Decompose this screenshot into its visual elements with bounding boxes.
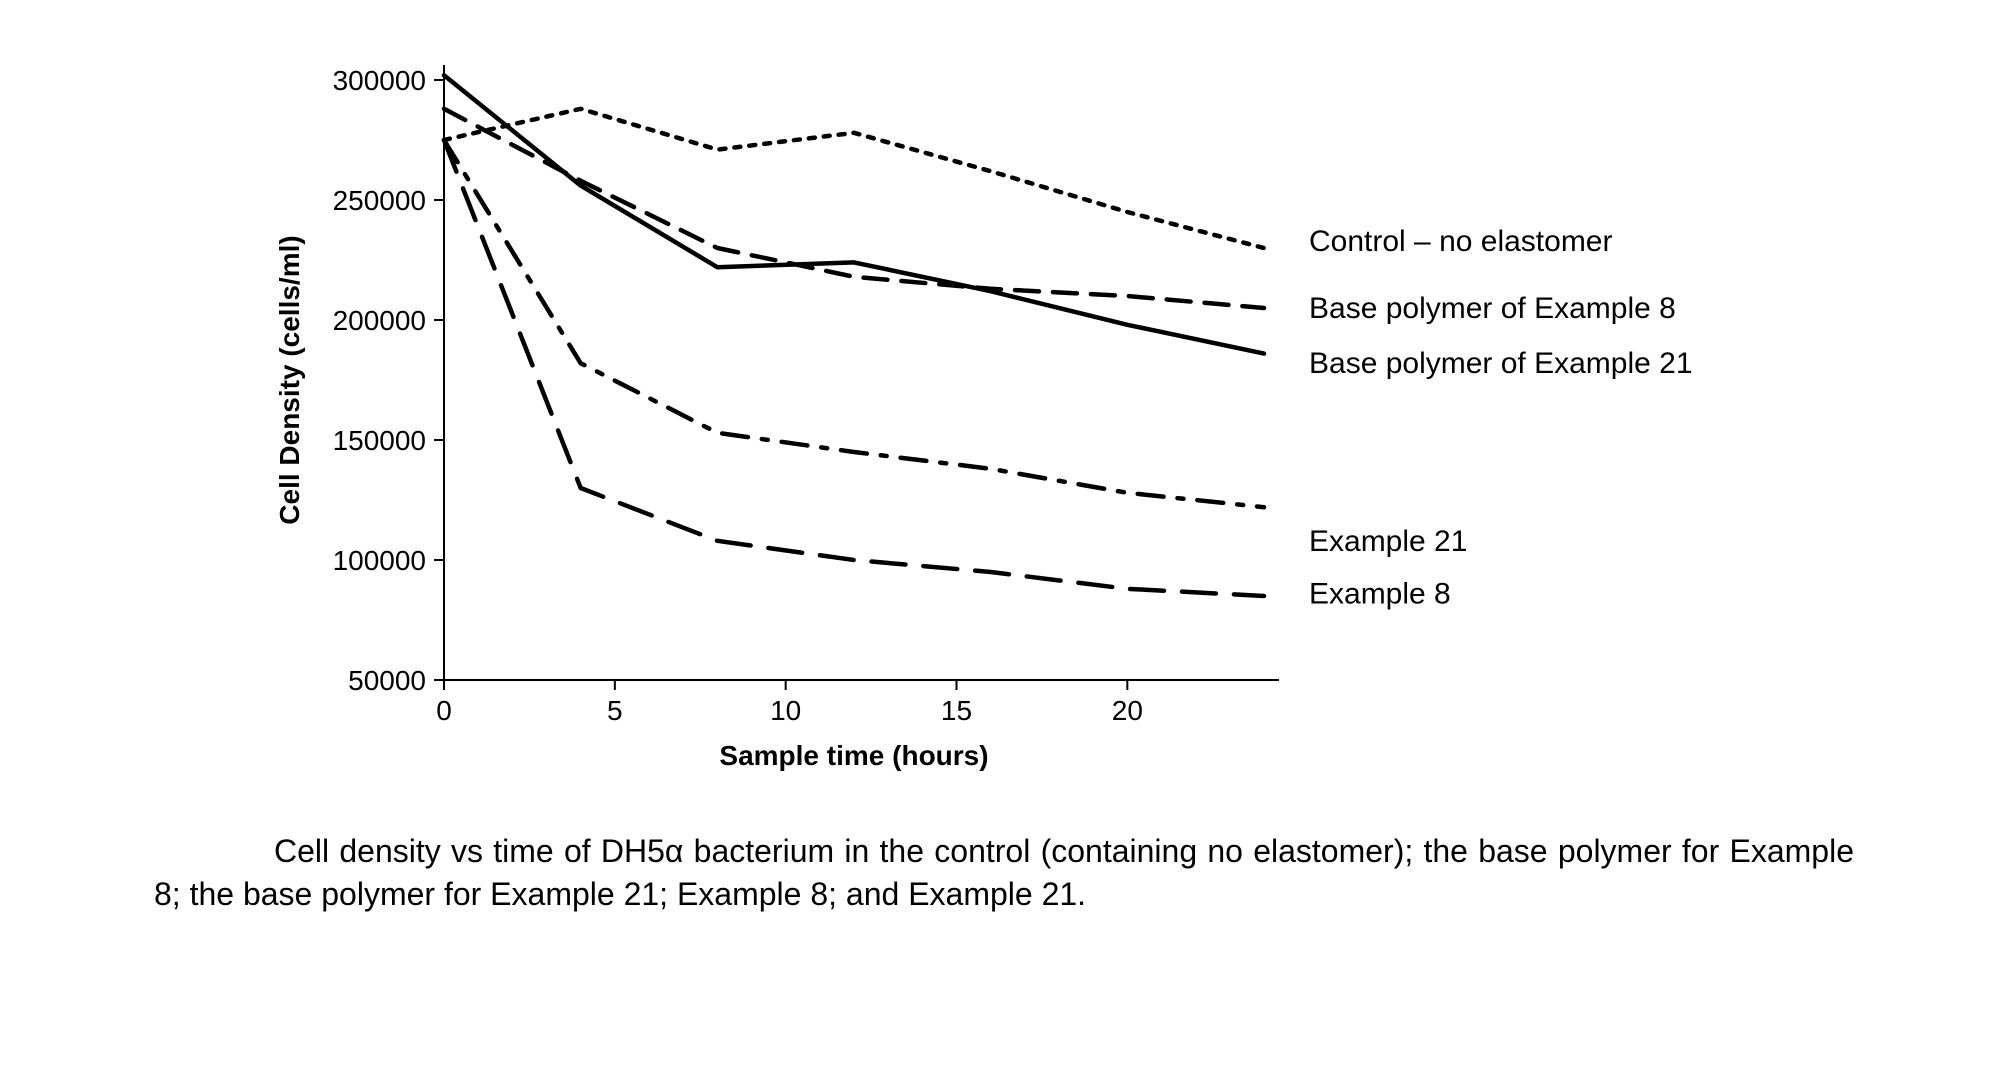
series-label-base-polymer-ex8: Base polymer of Example 8 [1309, 292, 1676, 325]
series-control [444, 109, 1264, 248]
chart-container: 50000 100000 150000 200000 250000 300000 0 5 10 1… [154, 40, 1854, 916]
chart-svg: 50000 100000 150000 200000 250000 300000 0 5 10 1… [154, 40, 1854, 800]
caption-text: Cell density vs time of DH5α bacterium i… [154, 833, 1854, 912]
y-tick-label: 100000 [333, 545, 426, 576]
y-axis-label: Cell Density (cells/ml) [274, 235, 305, 524]
series-base-polymer-ex8 [444, 109, 1264, 308]
x-tick-label: 15 [941, 695, 972, 726]
line-chart: 50000 100000 150000 200000 250000 300000 0 5 10 1… [154, 40, 1854, 800]
x-axis-label: Sample time (hours) [719, 740, 988, 771]
series-label-example-21: Example 21 [1309, 525, 1467, 558]
x-tick-label: 10 [770, 695, 801, 726]
y-tick-label: 150000 [333, 425, 426, 456]
y-tick-label: 250000 [333, 185, 426, 216]
y-tick-label: 200000 [333, 305, 426, 336]
x-tick-label: 0 [436, 695, 452, 726]
y-tick-label: 300000 [333, 65, 426, 96]
y-tick-label: 50000 [348, 665, 426, 696]
x-tick-label: 5 [607, 695, 623, 726]
series-example-8 [444, 140, 1264, 596]
figure-caption: Cell density vs time of DH5α bacterium i… [154, 830, 1854, 916]
series-label-example-8: Example 8 [1309, 578, 1451, 611]
series-label-base-polymer-ex21: Base polymer of Example 21 [1309, 347, 1693, 380]
x-tick-label: 20 [1112, 695, 1143, 726]
series-label-control: Control – no elastomer [1309, 225, 1613, 258]
